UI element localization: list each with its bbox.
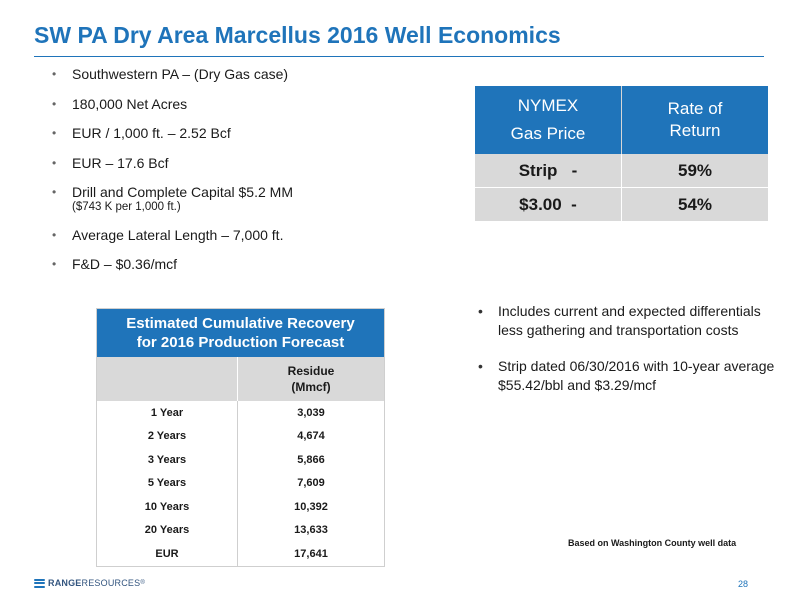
rate-of-return-header: Rate of Return	[621, 86, 768, 154]
period-cell: 5 Years	[96, 471, 238, 495]
ror-header-line2: Return	[669, 121, 721, 140]
residue-cell: 13,633	[237, 518, 385, 542]
residue-cell: 17,641	[237, 542, 385, 566]
residue-cell: 3,039	[237, 401, 385, 425]
table-row: Strip - 59%	[475, 154, 768, 188]
bullet-icon: •	[52, 67, 57, 81]
residue-cell: 7,609	[237, 471, 385, 495]
residue-header-line2: (Mmcf)	[291, 380, 331, 394]
assumption-notes: • Includes current and expected different…	[478, 302, 778, 412]
bullet-icon: •	[52, 185, 57, 199]
residue-cell: 4,674	[237, 424, 385, 448]
cumulative-recovery-table: Estimated Cumulative Recovery for 2016 P…	[96, 308, 385, 567]
gas-price-header-line2: Gas Price	[510, 124, 586, 143]
fact-bullet: • 180,000 Net Acres	[52, 96, 382, 113]
recovery-table-title: Estimated Cumulative Recovery for 2016 P…	[96, 308, 385, 357]
bullet-icon: •	[52, 227, 57, 242]
gas-price-header: NYMEX Gas Price	[475, 86, 622, 154]
residue-header: Residue (Mmcf)	[237, 357, 385, 401]
fact-text: EUR – 17.6 Bcf	[72, 154, 169, 171]
fact-bullet: • Southwestern PA – (Dry Gas case)	[52, 66, 382, 83]
fact-bullet: • EUR – 17.6 Bcf	[52, 155, 382, 172]
data-source-footnote: Based on Washington County well data	[568, 538, 737, 548]
ror-cell: 54%	[621, 187, 768, 221]
fact-bullet: • EUR / 1,000 ft. – 2.52 Bcf	[52, 125, 382, 142]
page-number: 28	[738, 579, 749, 589]
fact-bullet: • F&D – $0.36/mcf	[52, 256, 382, 273]
gas-price-cell: Strip -	[475, 154, 622, 188]
bullet-icon: •	[52, 155, 57, 170]
company-logo: RANGE RESOURCES ®	[34, 578, 145, 588]
slide-title: SW PA Dry Area Marcellus 2016 Well Econo…	[34, 22, 561, 48]
recovery-title-line2: for 2016 Production Forecast	[136, 334, 345, 351]
range-logo-icon	[34, 578, 45, 588]
ror-cell: 59%	[621, 154, 768, 188]
fact-bullet: • Average Lateral Length – 7,000 ft.	[52, 227, 382, 244]
note-text: Strip dated 06/30/2016 with 10-year aver…	[498, 358, 775, 393]
logo-text-bold: RANGE	[48, 578, 82, 588]
rate-of-return-table: NYMEX Gas Price Rate of Return Strip - 5…	[475, 86, 768, 221]
table-row: 20 Years 13,633	[96, 518, 385, 542]
residue-cell: 5,866	[237, 448, 385, 472]
residue-cell: 10,392	[237, 495, 385, 519]
gas-price-header-line1: NYMEX	[517, 96, 579, 115]
bullet-icon: •	[478, 303, 483, 319]
fact-text: Drill and Complete Capital $5.2 MM	[72, 184, 293, 200]
period-cell: 1 Year	[96, 401, 238, 425]
residue-header-line1: Residue	[287, 364, 335, 378]
period-cell: 20 Years	[96, 518, 238, 542]
key-facts-list: • Southwestern PA – (Dry Gas case) • 180,0…	[52, 66, 382, 286]
fact-subtext: ($743 K per 1,000 ft.)	[72, 201, 181, 213]
logo-registered-mark: ®	[140, 580, 145, 586]
table-row: 3 Years 5,866	[96, 448, 385, 472]
note-bullet: • Includes current and expected different…	[478, 302, 778, 340]
period-cell: 10 Years	[96, 495, 238, 519]
fact-text: EUR / 1,000 ft. – 2.52 Bcf	[72, 125, 231, 141]
title-divider	[34, 56, 764, 57]
table-row: EUR 17,641	[96, 542, 385, 566]
table-row: $3.00 - 54%	[475, 187, 768, 221]
bullet-icon: •	[52, 257, 57, 271]
fact-bullet: • Drill and Complete Capital $5.2 MM ($743…	[52, 184, 382, 214]
period-cell: EUR	[96, 542, 238, 566]
period-header	[96, 357, 238, 401]
bullet-icon: •	[52, 126, 57, 140]
table-row: 2 Years 4,674	[96, 424, 385, 448]
ror-header-line1: Rate of	[667, 99, 723, 118]
period-cell: 3 Years	[96, 448, 238, 472]
fact-text: 180,000 Net Acres	[72, 95, 188, 112]
period-cell: 2 Years	[96, 424, 238, 448]
fact-text: Average Lateral Length – 7,000 ft.	[72, 226, 284, 243]
fact-text: Southwestern PA – (Dry Gas case)	[72, 66, 289, 82]
fact-text: F&D – $0.36/mcf	[72, 256, 178, 272]
bullet-icon: •	[478, 358, 483, 374]
logo-text-light: RESOURCES	[81, 578, 141, 588]
table-row: 1 Year 3,039	[96, 401, 385, 425]
note-bullet: • Strip dated 06/30/2016 with 10-year ave…	[478, 357, 778, 395]
table-row: 10 Years 10,392	[96, 495, 385, 519]
recovery-title-line1: Estimated Cumulative Recovery	[126, 315, 355, 332]
note-text: Includes current and expected differenti…	[498, 303, 761, 338]
gas-price-cell: $3.00 -	[475, 187, 622, 221]
table-row: 5 Years 7,609	[96, 471, 385, 495]
bullet-icon: •	[52, 96, 57, 111]
